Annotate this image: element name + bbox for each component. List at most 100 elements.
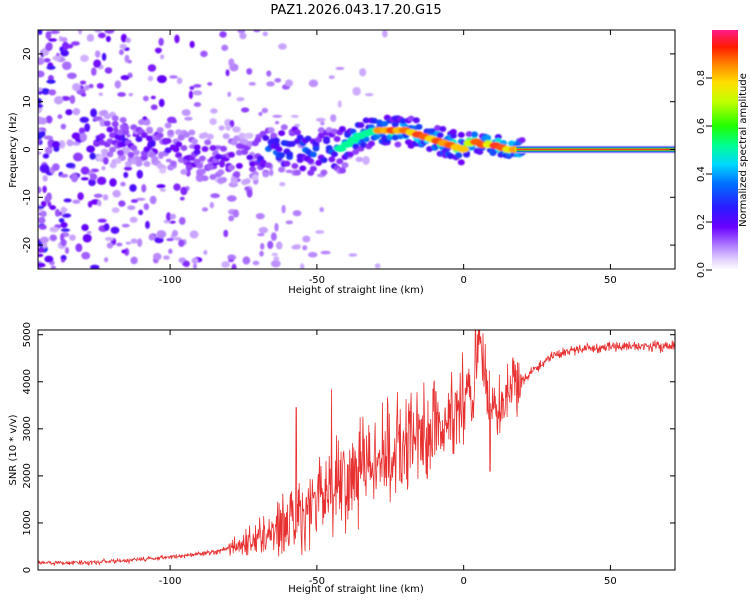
- spectrogram-heatmap: [38, 30, 675, 269]
- ridge-blob: [209, 174, 217, 181]
- noise-blob: [121, 223, 130, 228]
- noise-blob: [129, 184, 137, 192]
- noise-blob: [65, 109, 73, 116]
- noise-blob: [257, 233, 265, 237]
- spectrogram-xtick-label: 0: [460, 275, 466, 286]
- noise-blob: [174, 236, 182, 241]
- noise-blob: [156, 75, 167, 84]
- noise-blob: [291, 245, 301, 250]
- spectrogram-xtick-label: -100: [159, 275, 182, 286]
- noise-blob: [364, 92, 374, 97]
- ridge-blob: [190, 138, 198, 145]
- noise-blob: [258, 226, 269, 234]
- noise-blob: [123, 166, 133, 171]
- noise-blob: [45, 42, 53, 49]
- noise-blob: [281, 204, 286, 214]
- ridge-blob: [95, 154, 103, 161]
- noise-blob: [232, 209, 240, 218]
- noise-blob: [239, 32, 247, 40]
- noise-blob: [109, 178, 117, 187]
- noise-blob: [176, 77, 183, 85]
- noise-blob: [80, 93, 87, 97]
- noise-blob: [43, 135, 54, 140]
- noise-blob: [174, 34, 180, 44]
- noise-blob: [104, 257, 109, 263]
- ridge-blob: [267, 127, 275, 134]
- noise-blob: [242, 256, 251, 265]
- noise-blob: [49, 226, 59, 233]
- noise-blob: [168, 248, 173, 254]
- noise-blob: [69, 234, 76, 241]
- ridge-blob: [106, 126, 114, 133]
- ridge-blob: [146, 127, 154, 134]
- ridge-blob: [246, 154, 254, 161]
- ridge-blob: [484, 134, 492, 141]
- noise-blob: [42, 175, 48, 182]
- noise-blob: [355, 156, 363, 162]
- ridge-blob: [183, 131, 191, 138]
- ridge-blob: [143, 146, 151, 153]
- noise-blob: [119, 49, 124, 56]
- noise-blob: [39, 164, 50, 174]
- noise-blob: [38, 59, 42, 65]
- spectrogram-axes: -100 -50 0 50 20 10 0 -10 -20: [22, 30, 675, 286]
- ridge-blob: [116, 129, 124, 136]
- noise-blob: [150, 95, 156, 100]
- ridge-blob: [119, 116, 127, 123]
- ridge-blob: [449, 132, 457, 139]
- ridge-blob: [114, 158, 122, 165]
- noise-blob: [129, 216, 138, 223]
- ridge-blob: [227, 151, 235, 158]
- ridge-blob: [235, 149, 243, 156]
- ridge-blob: [262, 171, 270, 178]
- noise-blob: [96, 82, 104, 89]
- noise-blob: [38, 205, 45, 209]
- ridge-blob: [167, 129, 175, 136]
- ridge-blob: [293, 129, 301, 136]
- ridge-blob: [457, 131, 465, 138]
- ridge-blob: [426, 145, 434, 152]
- noise-blob: [150, 104, 158, 111]
- ridge-blob: [214, 153, 222, 160]
- noise-blob: [200, 50, 208, 58]
- noise-blob: [188, 90, 193, 100]
- ridge-blob: [407, 115, 415, 122]
- ridge-blob: [391, 134, 399, 141]
- noise-blob: [274, 120, 280, 125]
- noise-blob: [48, 89, 57, 96]
- noise-blob: [101, 52, 107, 61]
- ridge-blob: [338, 167, 346, 174]
- noise-blob: [86, 145, 96, 153]
- noise-blob: [148, 233, 156, 241]
- noise-blob: [147, 64, 157, 72]
- noise-blob: [219, 31, 227, 38]
- noise-blob: [81, 223, 89, 232]
- noise-blob: [57, 114, 63, 119]
- noise-blob: [261, 107, 269, 114]
- ridge-blob: [317, 127, 325, 134]
- noise-blob: [179, 196, 185, 201]
- noise-blob: [94, 30, 102, 33]
- ridge-blob: [323, 136, 331, 143]
- noise-blob: [207, 82, 213, 86]
- noise-blob: [114, 80, 122, 89]
- noise-blob: [105, 35, 111, 43]
- ridge-blob: [233, 135, 241, 142]
- noise-blob: [79, 80, 87, 85]
- noise-blob: [170, 213, 176, 220]
- noise-blob: [53, 96, 64, 105]
- colorbar-tick-label: 0.6: [696, 118, 707, 134]
- ridge-blob: [288, 140, 296, 147]
- snr-frame: [37, 329, 676, 571]
- ridge-blob: [315, 159, 323, 166]
- noise-blob: [78, 30, 83, 35]
- noise-blob: [102, 194, 109, 201]
- noise-blob: [248, 82, 256, 86]
- noise-blob: [90, 108, 98, 118]
- noise-blob: [66, 139, 74, 147]
- noise-blob: [203, 250, 208, 255]
- noise-blob: [180, 186, 188, 196]
- noise-blob: [61, 41, 70, 51]
- snr-xlabel: Height of straight line (km): [288, 584, 424, 595]
